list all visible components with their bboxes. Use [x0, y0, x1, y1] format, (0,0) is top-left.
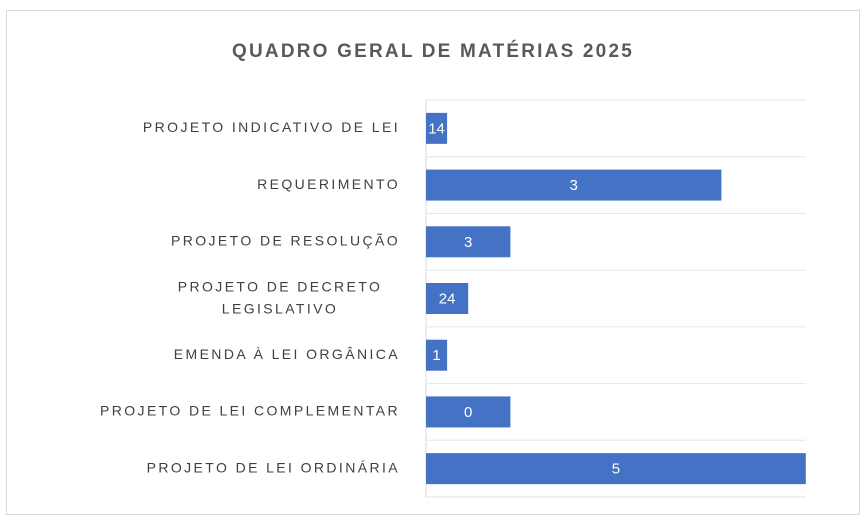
bar: [426, 226, 511, 258]
y-tick-label: PROJETO INDICATIVO DE LEI: [143, 119, 400, 135]
bar: [426, 112, 448, 144]
bar-annotation: 3: [570, 177, 578, 194]
y-tick-label: REQUERIMENTO: [257, 176, 400, 192]
bar: [426, 283, 469, 314]
bar-annotation: 0: [464, 404, 472, 421]
bar-annotation: 1: [432, 347, 440, 364]
bar-annotation: 24: [439, 290, 456, 307]
bar-annotation: 14: [428, 120, 445, 137]
bar: [426, 396, 511, 428]
y-tick-label: PROJETO DE DECRETO LEGISLATIVO: [178, 278, 383, 316]
y-tick-label: EMENDA À LEI ORGÂNICA: [174, 346, 400, 362]
bar: [426, 453, 806, 485]
y-tick-label: PROJETO DE LEI ORDINÁRIA: [147, 459, 400, 475]
chart-border: [6, 10, 860, 515]
chart-title: QUADRO GERAL DE MATÉRIAS 2025: [232, 40, 634, 62]
bar: [426, 169, 722, 201]
y-tick-label: PROJETO DE LEI COMPLEMENTAR: [100, 403, 400, 419]
bar-annotation: 5: [612, 461, 620, 478]
y-tick-label: PROJETO DE RESOLUÇÃO: [171, 232, 400, 248]
bar-annotation: 3: [464, 234, 472, 251]
bar: [426, 339, 448, 371]
